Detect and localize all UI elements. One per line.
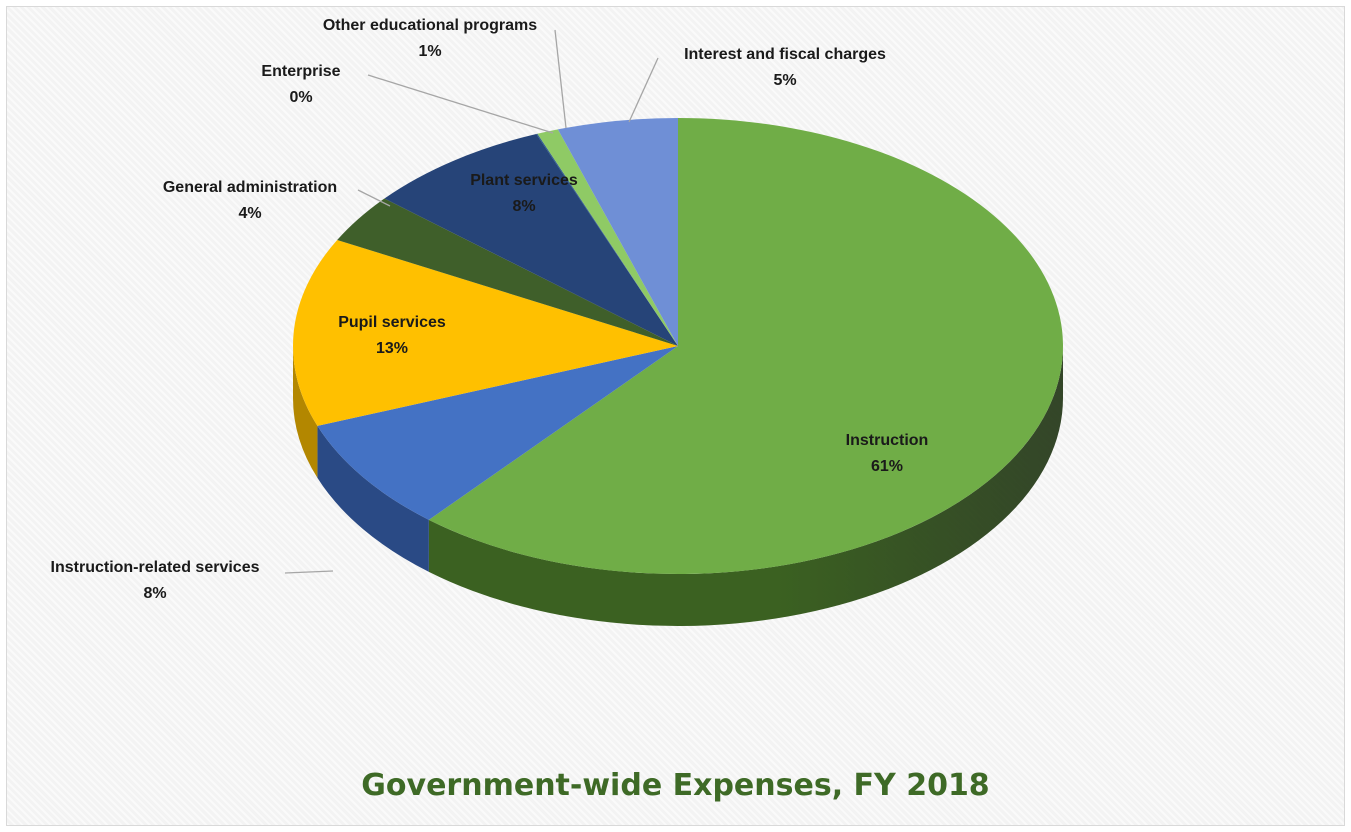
pie-slice [384,134,678,346]
leader-line [284,570,334,574]
slice-labels: Instruction 61% Instruction-related servic… [51,17,929,602]
slice-label: Instruction [846,432,929,449]
slice-value-label: 8% [143,585,166,602]
leader-line [357,189,391,207]
slice-value-label: 1% [418,43,441,60]
pie-slice [428,118,1064,574]
pie-slices [293,118,1064,574]
pie-sides [293,346,1064,627]
slice-label: Pupil services [338,314,446,331]
leader-lines [284,29,659,574]
pie-slice [557,118,678,346]
pie-slice [337,198,678,346]
slice-side-2 [293,346,318,478]
slice-value-label: 0% [289,89,312,106]
slice-label: Interest and fiscal charges [684,46,886,63]
slice-value-label: 13% [376,340,408,357]
pie-slice [537,129,678,346]
slice-value-label: 61% [871,458,903,475]
leader-line [367,74,554,134]
chart-title: Government-wide Expenses, FY 2018 [361,768,990,803]
pie-slice [536,133,678,346]
leader-line [554,29,567,129]
pie-slice [317,346,678,520]
slice-value-label: 8% [512,198,535,215]
slice-label: Other educational programs [323,17,537,34]
slice-value-label: 4% [238,205,261,222]
slice-label: Enterprise [261,63,340,80]
slice-label: Plant services [470,172,578,189]
pie-slice [293,239,678,426]
slice-label: Instruction-related services [51,559,260,576]
slice-side-1 [317,425,429,572]
slice-value-label: 5% [773,72,796,89]
leader-line [628,57,659,123]
slice-side-0 [428,346,1064,627]
slice-label: General administration [163,179,337,196]
